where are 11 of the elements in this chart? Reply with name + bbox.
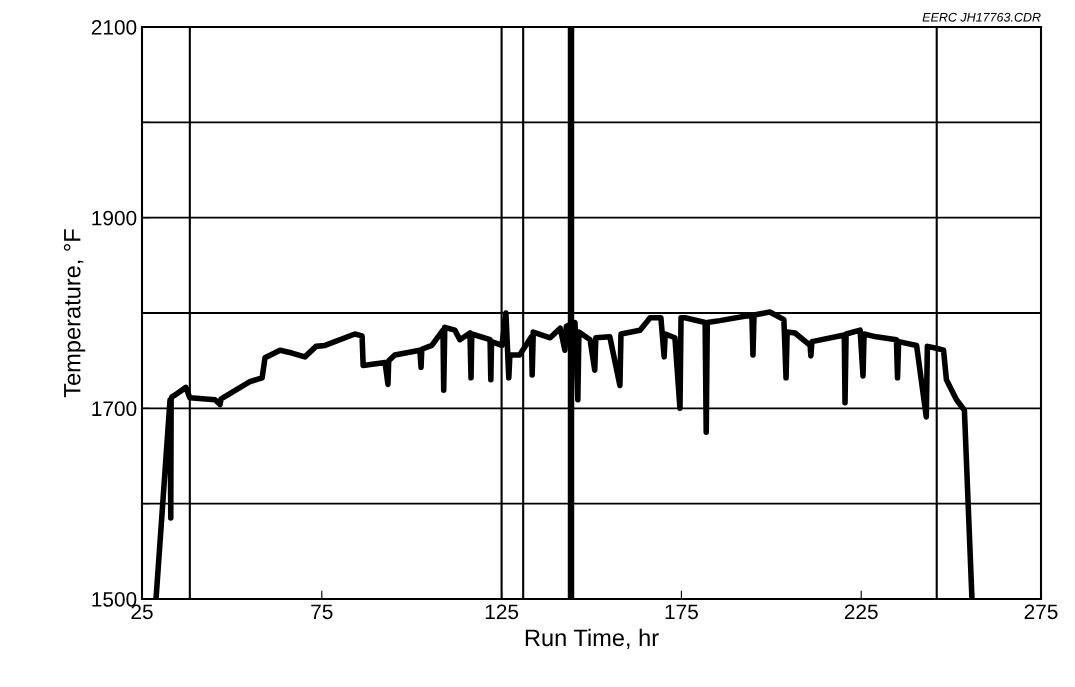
y-tick-label: 1700	[92, 401, 137, 417]
x-tick-label: 225	[844, 604, 878, 620]
text: EERC JH17763.CDR	[922, 12, 1041, 22]
y-axis-title: Temperature, °F	[63, 229, 86, 398]
x-tick-label: 275	[1024, 604, 1058, 620]
x-tick-label: 75	[311, 604, 333, 620]
x-axis-title: Run Time, hr	[525, 628, 659, 649]
x-tick-label: 125	[485, 604, 519, 620]
x-tick-label: 175	[665, 604, 698, 620]
y-tick-label: 2100	[91, 20, 137, 35]
y-tick-label: 1900	[92, 210, 137, 226]
